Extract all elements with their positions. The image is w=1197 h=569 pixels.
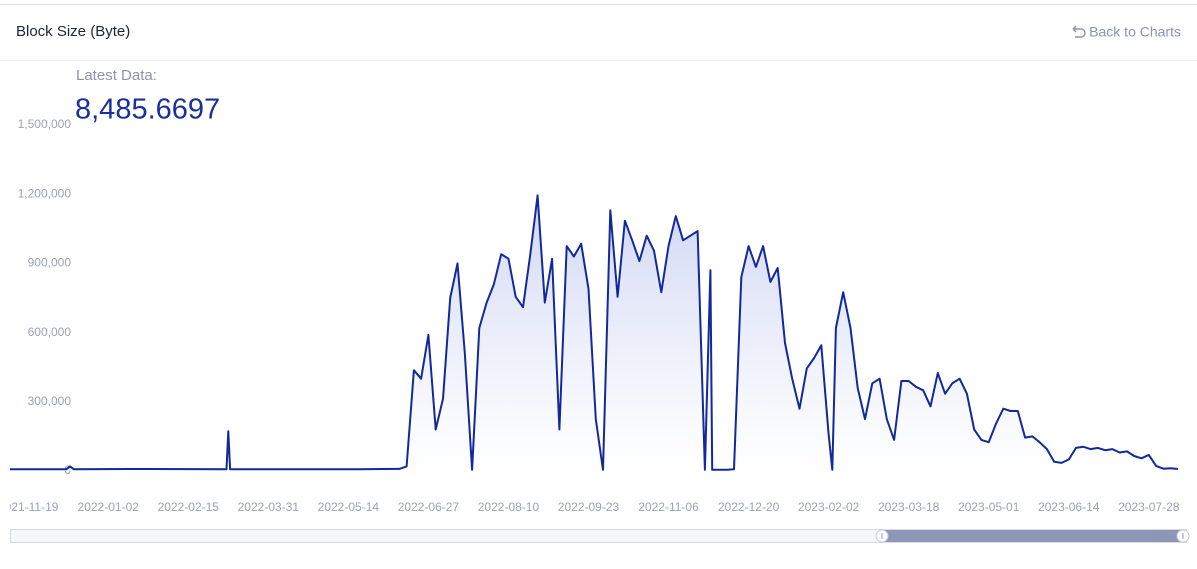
back-link[interactable]: Back to Charts (1089, 24, 1181, 40)
y-tick-label: 300,000 (28, 394, 72, 408)
line (10, 194, 1179, 471)
plot: 0300,000600,000900,0001,200,0001,500,000… (0, 117, 1180, 514)
x-tick-label: 2022-02-15 (158, 500, 220, 514)
zoom-slider[interactable] (10, 529, 1190, 543)
x-tick-label: 2023-02-02 (798, 500, 860, 514)
x-tick-label: 2023-05-01 (958, 500, 1020, 514)
x-tick-label: 2023-03-18 (878, 500, 940, 514)
area (10, 195, 1178, 471)
x-tick-label: 2022-03-31 (238, 500, 300, 514)
latest-value: 8,485.6697 (75, 94, 220, 126)
y-tick-label: 1,200,000 (18, 186, 72, 200)
x-tick-label: 2022-06-27 (398, 500, 460, 514)
x-tick-label: 2023-06-14 (1038, 500, 1100, 514)
x-tick-label: 2022-05-14 (318, 500, 380, 514)
x-tick-label: 2022-01-02 (78, 500, 140, 514)
x-axis: 2021-11-19 2022-01-02 2022-02-15 2022-03-31… (0, 500, 1180, 514)
x-tick-label: 2023-07-28 (1118, 500, 1180, 514)
y-tick-label: 900,000 (28, 256, 72, 270)
latest-label: Latest Data: (76, 67, 157, 84)
x-tick-label: 2022-08-10 (478, 500, 540, 514)
chart-title: Block Size (Byte) (16, 23, 130, 40)
slider-window[interactable] (882, 530, 1183, 542)
x-tick-label: 2022-12-20 (718, 500, 780, 514)
x-tick-label: 2021-11-19 (0, 500, 59, 514)
back-button[interactable]: Back to Charts (1072, 24, 1181, 40)
x-tick-label: 2022-09-23 (558, 500, 620, 514)
y-tick-label: 1,500,000 (18, 117, 72, 131)
back-icon (1072, 25, 1086, 38)
y-tick-label: 600,000 (28, 325, 72, 339)
x-tick-label: 2022-11-06 (638, 500, 699, 514)
